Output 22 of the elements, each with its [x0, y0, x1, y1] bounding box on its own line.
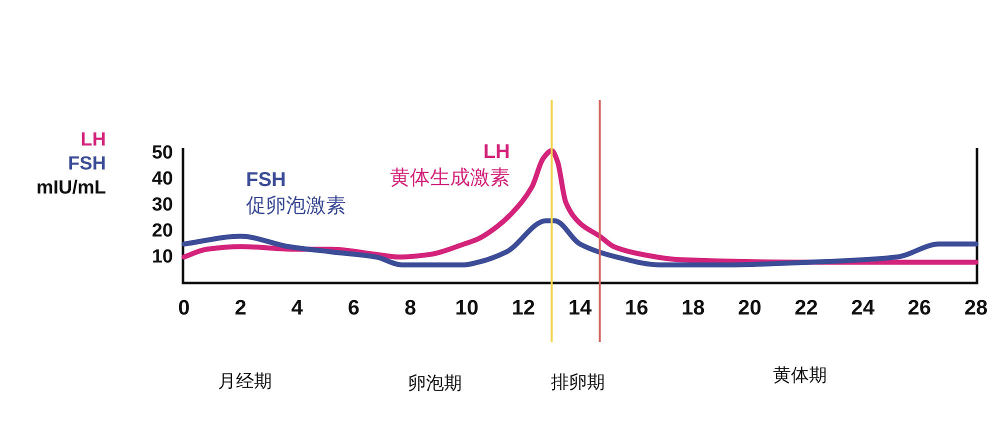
x-tick-label: 24 — [851, 296, 875, 320]
x-tick-label: 2 — [234, 296, 246, 320]
x-tick-label: 20 — [738, 296, 762, 320]
y-tick-label: 10 — [152, 246, 173, 268]
y-tick-label: 40 — [152, 168, 173, 190]
ylabel: LH FSH mIU/mL — [36, 130, 106, 198]
y-tick-label: 50 — [152, 142, 173, 164]
x-tick-label: 8 — [404, 296, 416, 320]
x-tick-label: 16 — [624, 296, 648, 320]
x-tick-label: 18 — [681, 296, 706, 320]
x-tick-label: 22 — [794, 296, 818, 320]
x-tick-label: 4 — [291, 296, 304, 320]
annotations: 月经期 卵泡期 排卵期 黄体期 — [218, 365, 827, 393]
x-tick-label: 14 — [568, 296, 592, 320]
y-tick-label: 20 — [152, 220, 173, 242]
x-tick-label: 12 — [512, 296, 536, 320]
x-tick-label: 0 — [178, 296, 190, 320]
x-tick-label: 10 — [455, 296, 479, 320]
x-tick-label: 28 — [964, 296, 988, 320]
x-tick-label: 6 — [348, 296, 360, 320]
x-tick-label: 26 — [908, 296, 932, 320]
y-tick-label: 30 — [152, 194, 173, 216]
